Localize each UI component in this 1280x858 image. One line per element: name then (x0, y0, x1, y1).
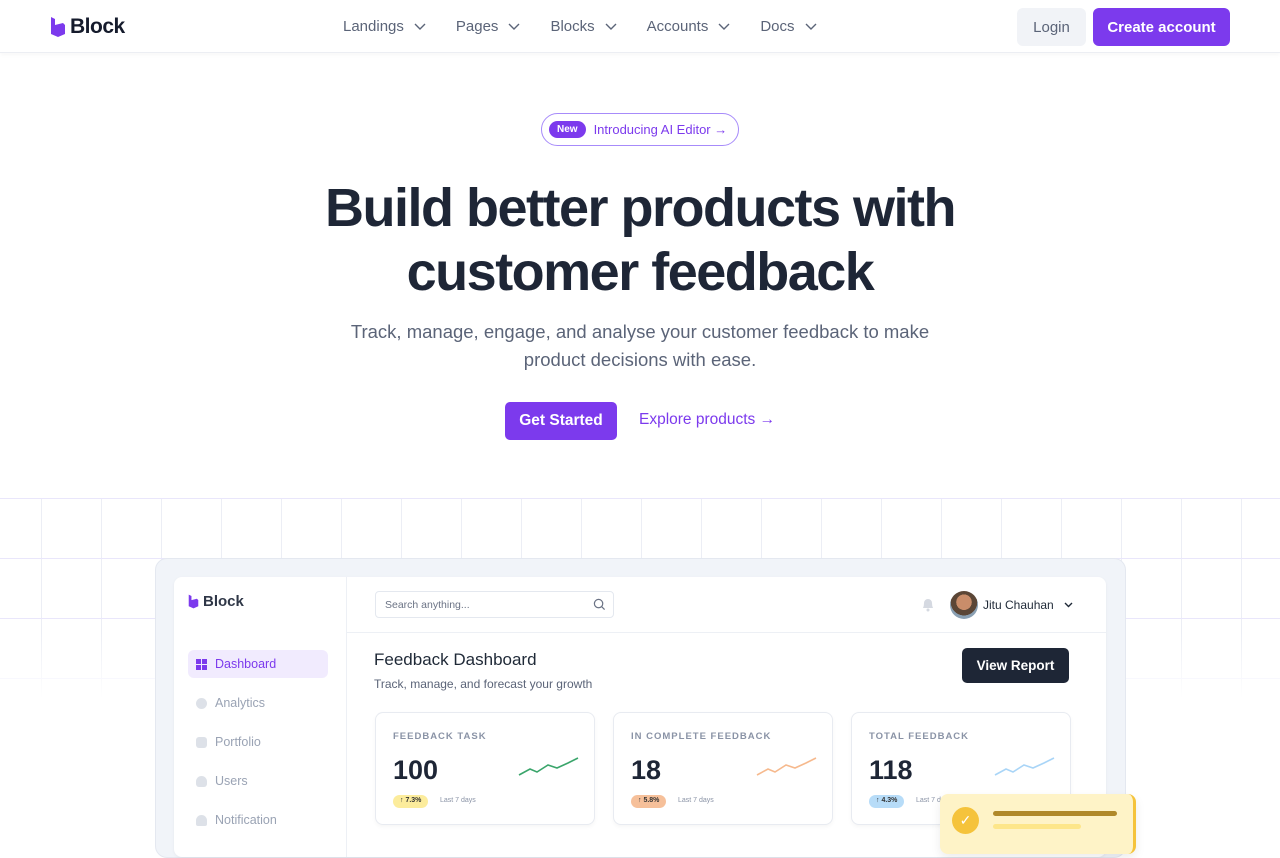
toast-placeholder-line (993, 811, 1117, 816)
user-avatar[interactable] (950, 591, 978, 619)
dashboard-sidebar: Block Dashboard Analytics Portfolio User… (174, 577, 347, 857)
sidebar-item-notification[interactable]: Notification (188, 806, 328, 834)
dashboard-subtitle: Track, manage, and forecast your growth (374, 677, 593, 691)
search-icon (593, 598, 606, 611)
block-logo-icon (188, 594, 199, 609)
login-button[interactable]: Login (1017, 8, 1086, 46)
change-badge: ↑ 4.3% (869, 795, 905, 808)
top-navbar: Block Landings Pages Blocks Accounts Doc… (0, 0, 1280, 53)
card-note: Last 7 days (440, 797, 476, 804)
nav-accounts[interactable]: Accounts (647, 18, 731, 35)
card-label: FEEDBACK TASK (393, 731, 487, 742)
grid-icon (196, 658, 207, 670)
nav-landings[interactable]: Landings (343, 18, 426, 35)
dashboard-logo: Block (188, 593, 244, 610)
hero-title: Build better products with customer feedb… (325, 178, 957, 302)
card-value: 18 (631, 755, 662, 785)
nav-pages[interactable]: Pages (456, 18, 521, 35)
block-logo-icon (51, 17, 65, 37)
card-value: 118 (869, 755, 913, 785)
sidebar-item-users[interactable]: Users (188, 767, 328, 795)
create-account-button[interactable]: Create account (1093, 8, 1230, 46)
sidebar-item-dashboard[interactable]: Dashboard (188, 650, 328, 678)
chevron-down-icon (508, 23, 520, 30)
get-started-button[interactable]: Get Started (505, 402, 617, 440)
chevron-down-icon (414, 23, 426, 30)
card-note: Last 7 days (678, 797, 714, 804)
dashboard-header: Search anything... Jitu Chauhan (347, 577, 1106, 633)
change-badge: ↑ 7.3% (393, 795, 429, 808)
card-value: 100 (393, 755, 439, 785)
chevron-down-icon[interactable] (1064, 602, 1073, 608)
success-toast: ✓ (940, 794, 1136, 854)
dashboard-title: Feedback Dashboard (374, 650, 537, 669)
change-badge: ↑ 5.8% (631, 795, 667, 808)
bell-icon[interactable] (921, 597, 935, 612)
brand-logo[interactable]: Block (50, 15, 125, 39)
card-label: IN COMPLETE FEEDBACK (631, 731, 772, 742)
stat-card-feedback-task: FEEDBACK TASK 100 ↑ 7.3% Last 7 days (375, 712, 595, 825)
hero-subtitle: Track, manage, engage, and analyse your … (350, 321, 930, 370)
check-icon: ✓ (952, 807, 979, 834)
brand-name: Block (70, 15, 125, 38)
new-badge: New (549, 121, 586, 138)
chevron-down-icon (718, 23, 730, 30)
card-label: TOTAL FEEDBACK (869, 731, 970, 742)
sparkline (756, 757, 817, 776)
nav-blocks[interactable]: Blocks (550, 18, 617, 35)
stat-card-incomplete-feedback: IN COMPLETE FEEDBACK 18 ↑ 5.8% Last 7 da… (613, 712, 833, 825)
chevron-down-icon (805, 23, 817, 30)
folder-icon (196, 736, 207, 748)
sparkline (994, 757, 1055, 776)
sidebar-item-portfolio[interactable]: Portfolio (188, 728, 328, 756)
view-report-button[interactable]: View Report (962, 648, 1069, 683)
card-note: Last 7 days (916, 797, 952, 804)
chevron-down-icon (605, 23, 617, 30)
nav-docs[interactable]: Docs (760, 18, 817, 35)
sidebar-item-analytics[interactable]: Analytics (188, 689, 328, 717)
announcement-text: Introducing AI Editor → (593, 122, 728, 137)
sparkline (518, 757, 579, 776)
announcement-pill[interactable]: New Introducing AI Editor → (541, 113, 739, 146)
user-name[interactable]: Jitu Chauhan (983, 598, 1054, 612)
explore-products-link[interactable]: Explore products → (639, 411, 776, 428)
search-input[interactable]: Search anything... (375, 591, 614, 618)
bell-icon (196, 814, 207, 826)
user-icon (196, 775, 207, 787)
pie-icon (196, 697, 207, 709)
toast-placeholder-line (993, 824, 1081, 829)
